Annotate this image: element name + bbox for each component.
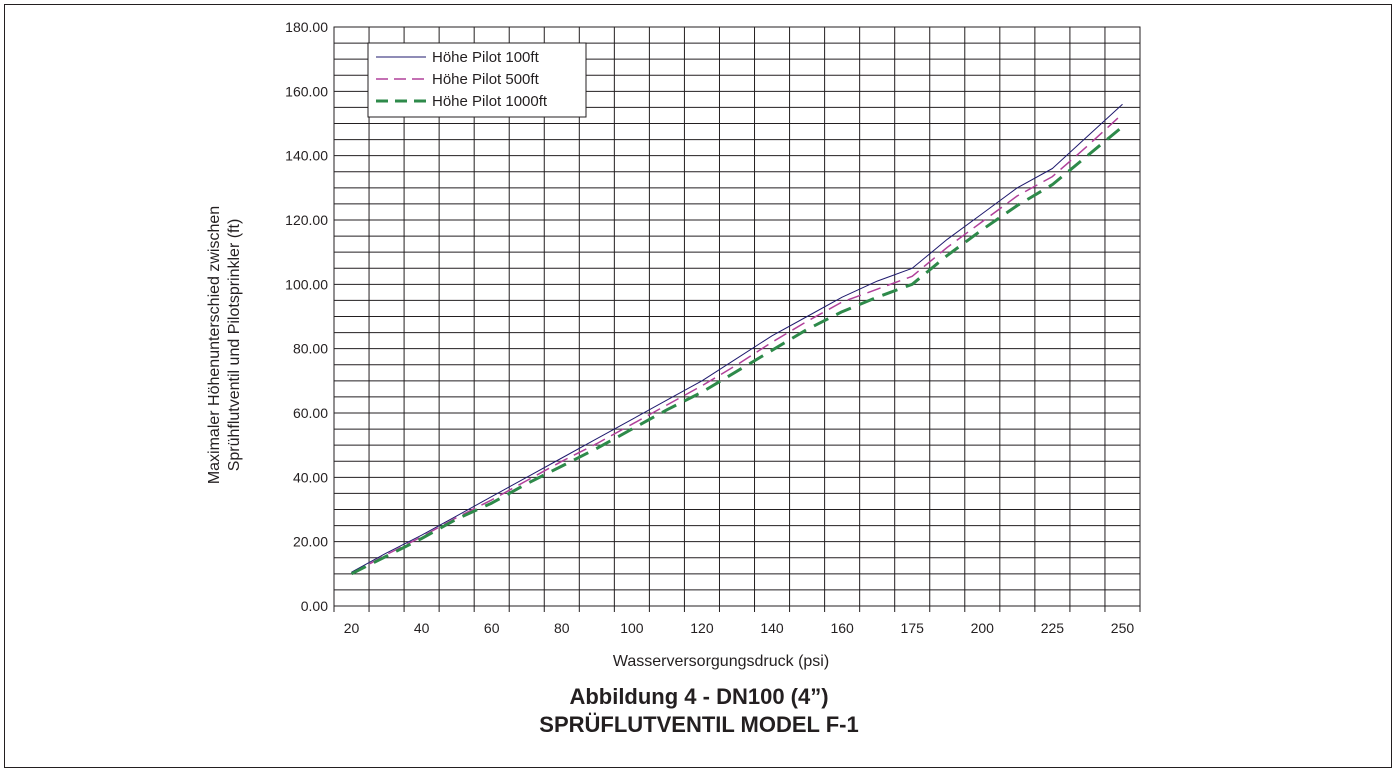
y-axis-ticks: 0.00 20.00 40.00 60.00 80.00 100.00 120.00 140.… <box>285 19 328 614</box>
x-tick-label: 100 <box>620 620 644 636</box>
x-tick-label: 20 <box>344 620 360 636</box>
figure-caption-line1: Abbildung 4 - DN100 (4”) <box>569 684 829 709</box>
x-axis-ticks: 20 40 60 80 100 120 140 160 175 200 225 250 <box>333 606 1141 636</box>
series-line <box>350 125 1124 576</box>
y-tick-label: 0.00 <box>301 598 328 614</box>
y-axis-title-line2: Sprühflutventil und Pilotsprinkler (ft) <box>226 219 243 472</box>
y-tick-label: 160.00 <box>285 83 328 99</box>
y-tick-label: 80.00 <box>293 341 328 357</box>
x-tick-label: 200 <box>971 620 995 636</box>
y-tick-label: 20.00 <box>293 534 328 550</box>
x-tick-label: 175 <box>901 620 925 636</box>
x-tick-label: 60 <box>484 620 500 636</box>
y-tick-label: 140.00 <box>285 148 328 164</box>
x-axis-title: Wasserversorgungsdruck (psi) <box>613 653 829 670</box>
y-axis-title-line1: Maximaler Höhenunterschied zwischen <box>206 206 223 484</box>
figure-frame <box>4 4 1392 768</box>
y-tick-label: 120.00 <box>285 212 328 228</box>
y-tick-label: 180.00 <box>285 19 328 35</box>
x-tick-label: 40 <box>414 620 430 636</box>
y-tick-label: 40.00 <box>293 469 328 485</box>
x-tick-label: 160 <box>830 620 854 636</box>
series-line <box>351 113 1124 575</box>
series-lines <box>350 103 1124 576</box>
plot-area-border <box>333 26 1141 607</box>
x-tick-label: 80 <box>554 620 570 636</box>
series-line <box>351 103 1123 573</box>
legend-label: Höhe Pilot 1000ft <box>432 93 548 110</box>
y-tick-label: 100.00 <box>285 276 328 292</box>
legend-label: Höhe Pilot 100ft <box>432 49 540 66</box>
x-tick-label: 140 <box>760 620 784 636</box>
legend: Höhe Pilot 100ft Höhe Pilot 500ft Höhe Pil… <box>367 42 587 118</box>
plot-border <box>333 26 1141 607</box>
figure-caption-line2: SPRÜFLUTVENTIL MODEL F-1 <box>539 712 859 737</box>
y-tick-label: 60.00 <box>293 405 328 421</box>
x-tick-label: 225 <box>1041 620 1065 636</box>
legend-label: Höhe Pilot 500ft <box>432 71 540 88</box>
legend-box <box>367 42 587 118</box>
x-tick-label: 250 <box>1111 620 1135 636</box>
x-tick-label: 120 <box>690 620 714 636</box>
